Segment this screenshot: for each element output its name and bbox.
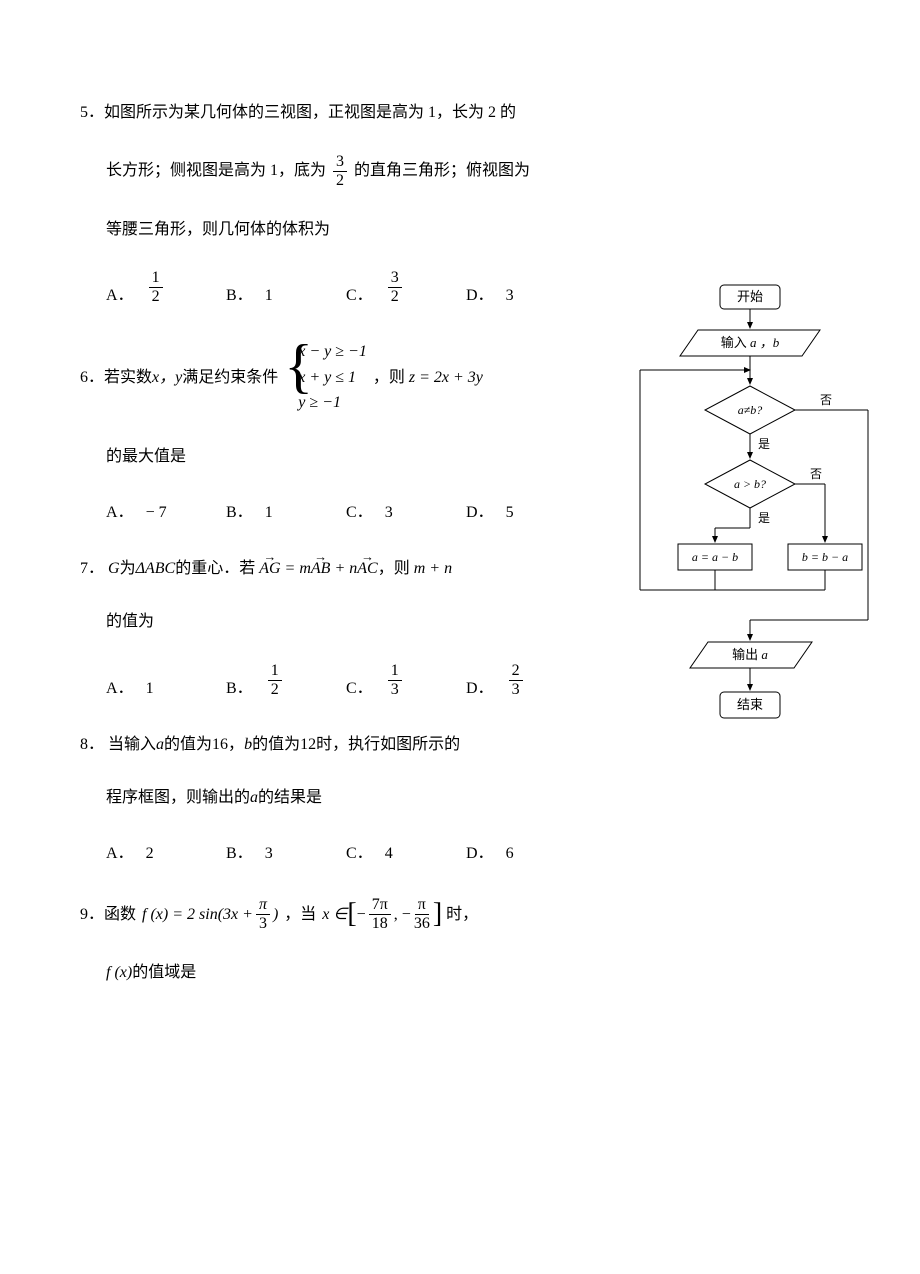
q7-choice-c: C．13 [346,663,466,698]
flow-input-text: 输入 a ，b [721,335,780,350]
q5-choice-d: D． 3 [466,281,586,305]
q5-line3: 等腰三角形，则几何体的体积为 [80,217,850,243]
q5-choice-c: C． 32 [346,270,466,305]
q6-choice-c: C．3 [346,498,466,522]
svg-text:b = b − a: b = b − a [802,550,848,564]
svg-text:结束: 结束 [737,697,763,712]
q5-choice-b: B． 1 [226,281,346,305]
q7-choice-b: B．12 [226,663,346,698]
svg-text:是: 是 [758,437,770,451]
q8-number: 8． [80,736,104,753]
flowchart-svg: 开始 输入 a ，b a≠b? 是 否 a > b? 是 否 a = a − b… [620,280,880,760]
svg-text:否: 否 [810,467,822,481]
flow-output-text: 输出 a [732,647,768,662]
q8-choice-b: B．3 [226,839,346,863]
q9-line2: f (x)的值域是 [80,960,850,986]
q7-number: 7． [80,560,104,577]
q6-choice-a: A．− 7 [106,498,226,522]
svg-text:是: 是 [758,511,770,525]
flow-start-text: 开始 [737,289,763,304]
q8-choice-c: C．4 [346,839,466,863]
q7-choice-a: A．1 [106,674,226,698]
svg-text:a≠b?: a≠b? [738,403,763,417]
q7-choice-d: D．23 [466,663,586,698]
q5-number: 5． [80,104,104,121]
q5-line1: 5．如图所示为某几何体的三视图，正视图是高为 1，长为 2 的 [80,100,850,126]
q9-number: 9． [80,902,104,928]
q6-choice-b: B．1 [226,498,346,522]
svg-text:否: 否 [820,393,832,407]
q9-line1: 9． 函数 f (x) = 2 sin(3x + π3 ) ，当 x ∈ [ −… [80,897,850,932]
q6-system: { x − y ≥ −1 x + y ≤ 1 y ≥ −1 [284,339,367,416]
svg-text:a > b?: a > b? [734,477,766,491]
q5-line2: 长方形；侧视图是高为 1，底为 3 2 的直角三角形；俯视图为 [80,154,850,189]
q8-choices: A．2 B．3 C．4 D．6 [106,839,850,863]
q8-choice-a: A．2 [106,839,226,863]
svg-text:a = a − b: a = a − b [692,550,738,564]
q8-line2: 程序框图，则输出的a的结果是 [80,785,850,811]
flowchart: 开始 输入 a ，b a≠b? 是 否 a > b? 是 否 a = a − b… [620,280,880,765]
frac-3-2: 3 2 [333,154,347,189]
q6-choice-d: D．5 [466,498,586,522]
q8-choice-d: D．6 [466,839,586,863]
q6-number: 6． [80,365,104,391]
q5-choice-a: A． 12 [106,270,226,305]
